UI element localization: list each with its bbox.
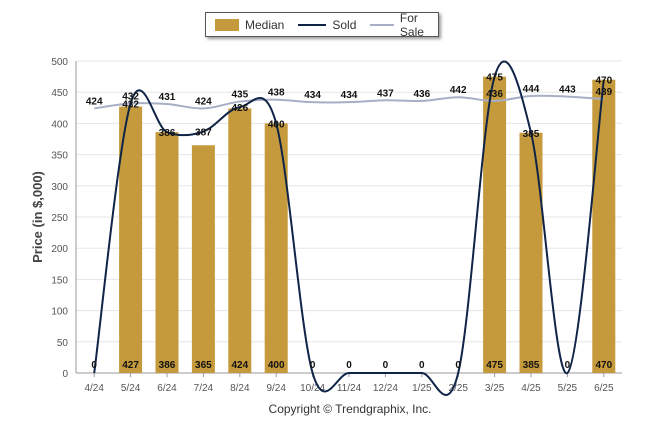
median-value-label: 0 (419, 360, 425, 371)
x-tick-label: 7/24 (194, 383, 214, 394)
legend-label-sold: Sold (332, 17, 357, 32)
median-swatch (215, 18, 239, 31)
x-tick-label: 5/25 (558, 383, 578, 394)
x-tick-label: 6/25 (594, 383, 614, 394)
y-tick-label: 300 (51, 182, 68, 193)
median-value-label: 0 (310, 360, 316, 371)
sold-value-label: 426 (231, 103, 248, 114)
median-value-label: 0 (383, 360, 389, 371)
line-for-sale (94, 94, 604, 110)
y-tick-label: 50 (57, 338, 69, 349)
legend: Median Sold For Sale (205, 11, 439, 39)
copyright-text: Copyright © Trendgraphix, Inc. (268, 402, 432, 416)
bar-median-4/25 (519, 132, 543, 373)
median-value-label: 0 (91, 360, 97, 371)
median-value-label: 424 (231, 360, 248, 371)
for-sale-value-label: 424 (86, 96, 103, 107)
legend-item-for-sale[interactable]: For Sale (370, 11, 438, 39)
y-tick-label: 200 (51, 244, 68, 255)
legend-item-median[interactable]: Median (215, 18, 284, 32)
legend-label-for-sale: For Sale (399, 10, 424, 39)
for-sale-value-label: 432 (122, 91, 139, 102)
bar-median-9/24 (264, 123, 288, 374)
bar-median-3/25 (483, 76, 507, 373)
y-tick-label: 500 (51, 57, 68, 68)
for-sale-value-label: 443 (559, 85, 576, 96)
for-sale-value-label: 434 (341, 90, 358, 101)
for-sale-value-label: 439 (595, 87, 612, 98)
y-tick-label: 150 (51, 275, 68, 286)
sold-value-label: 387 (195, 128, 212, 139)
y-tick-label: 250 (51, 213, 68, 224)
x-tick-label: 9/24 (266, 383, 286, 394)
for-sale-value-label: 444 (523, 84, 540, 95)
median-value-label: 0 (565, 360, 571, 371)
for-sale-value-label: 435 (231, 90, 248, 101)
bar-median-6/25 (592, 79, 616, 373)
sold-value-label: 475 (486, 73, 503, 84)
x-tick-label: 3/25 (485, 383, 505, 394)
legend-label-median: Median (245, 17, 285, 32)
bar-median-6/24 (155, 132, 179, 373)
for-sale-value-label: 438 (268, 88, 285, 99)
y-tick-label: 450 (51, 88, 68, 99)
legend-item-sold[interactable]: Sold (298, 18, 356, 32)
bar-median-8/24 (228, 108, 252, 373)
x-tick-label: 12/24 (373, 383, 398, 394)
sold-value-label: 432 (122, 99, 139, 110)
for-sale-value-label: 442 (450, 85, 467, 96)
sold-swatch (298, 23, 327, 26)
y-axis-title: Price (in $,000) (30, 171, 45, 263)
x-tick-label: 2/25 (448, 383, 468, 394)
for-sale-value-label: 431 (159, 92, 176, 103)
median-value-label: 0 (346, 360, 352, 371)
for-sale-value-label: 434 (304, 90, 321, 101)
sold-value-label: 385 (523, 129, 540, 140)
for-sale-value-label: 436 (486, 89, 503, 100)
median-value-label: 0 (455, 360, 461, 371)
median-value-label: 386 (159, 360, 176, 371)
median-value-label: 365 (195, 360, 212, 371)
y-tick-label: 0 (62, 369, 68, 380)
x-tick-label: 5/24 (121, 383, 141, 394)
x-tick-label: 10/24 (300, 383, 325, 394)
sold-value-label: 386 (159, 128, 176, 139)
median-value-label: 400 (268, 360, 285, 371)
line-sold (93, 60, 605, 396)
median-value-label: 427 (122, 360, 139, 371)
for-sale-value-label: 437 (377, 88, 394, 99)
sold-value-label: 400 (268, 119, 285, 130)
median-value-label: 385 (523, 360, 540, 371)
median-value-label: 475 (486, 360, 503, 371)
x-tick-label: 6/24 (157, 383, 177, 394)
for-sale-value-label: 436 (413, 89, 430, 100)
x-tick-label: 4/25 (521, 383, 541, 394)
y-tick-label: 400 (51, 119, 68, 130)
x-tick-label: 8/24 (230, 383, 250, 394)
for-sale-value-label: 424 (195, 96, 212, 107)
x-tick-label: 4/24 (84, 383, 104, 394)
y-tick-label: 350 (51, 151, 68, 162)
bar-median-7/24 (191, 145, 215, 373)
y-tick-label: 100 (51, 307, 68, 318)
bar-median-5/24 (119, 106, 143, 373)
x-tick-label: 1/25 (412, 383, 432, 394)
x-tick-label: 11/24 (337, 383, 362, 394)
for-sale-swatch (370, 23, 394, 26)
median-value-label: 470 (595, 360, 612, 371)
sold-value-label: 470 (595, 76, 612, 87)
